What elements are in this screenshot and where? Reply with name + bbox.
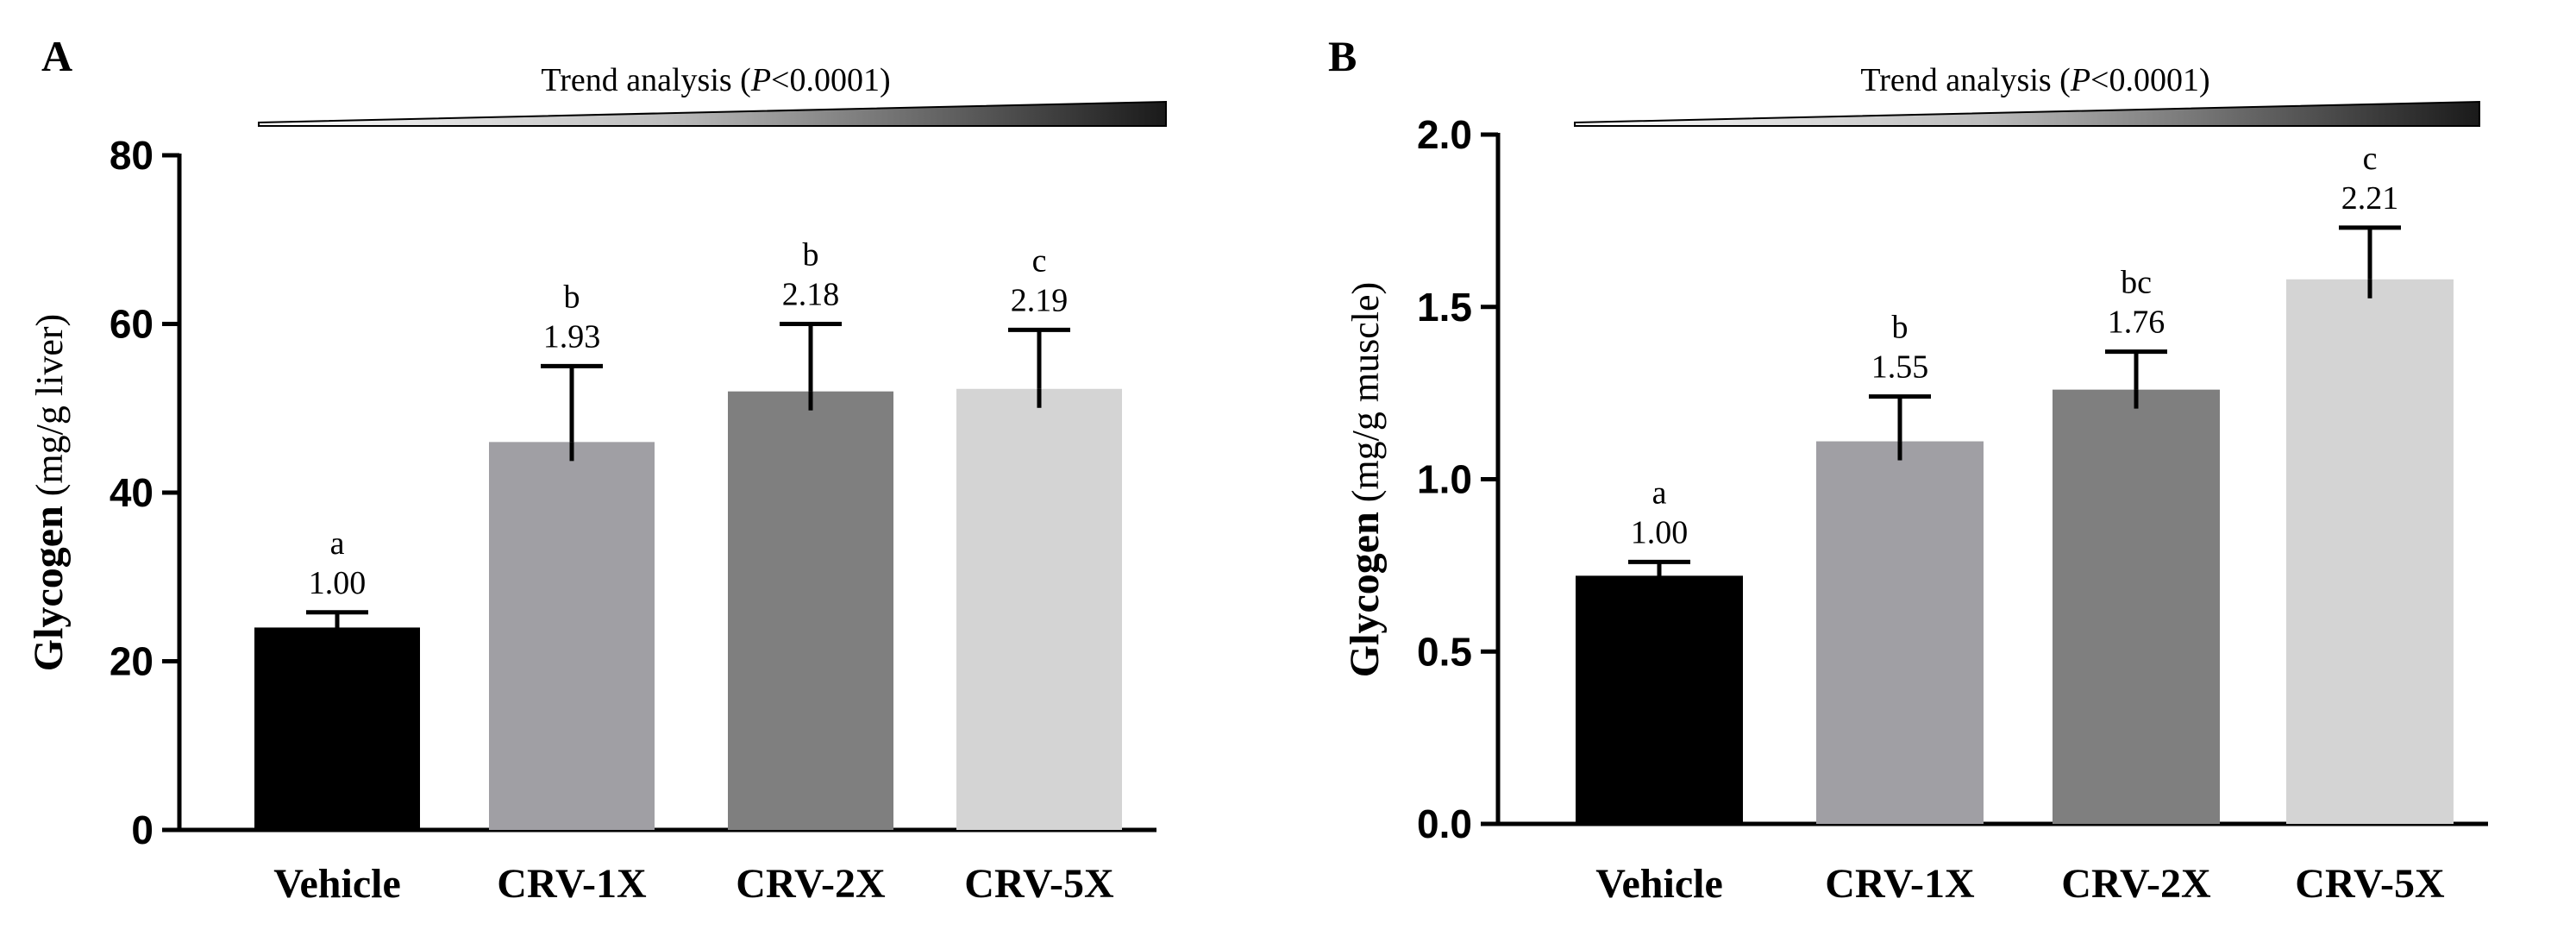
panel-a: A Trend analysis (P<0.0001) 0 20 40 60 80 Glyco… [26,32,1167,907]
significance-letter: b [1892,310,1908,346]
x-tick-label: CRV-2X [2061,861,2211,907]
y-axis-label-quantity: Glycogen [1342,512,1388,677]
bar-crv-2x [728,391,893,830]
significance-letter: a [1652,474,1667,511]
y-axis-label: Glycogen (mg/g muscle) [1342,282,1388,677]
x-tick-label: CRV-1X [1825,861,1975,907]
significance-letter: bc [2121,265,2152,301]
trend-label-p-symbol: P [2070,62,2090,98]
panel-label: B [1328,32,1357,80]
y-axis-label-gap [28,496,71,506]
x-tick-label: CRV-5X [964,861,1114,907]
bar-crv-5x [2286,279,2454,824]
y-tick-label: 40 [110,470,154,515]
significance-letter: c [1032,242,1047,279]
fold-change-label: 2.18 [782,277,840,313]
y-tick-label: 0.0 [1417,801,1472,846]
trend-analysis-label: Trend analysis (P<0.0001) [541,62,890,98]
trend-analysis-label: Trend analysis (P<0.0001) [1860,62,2209,98]
bar-crv-2x [2053,389,2220,824]
y-axis-label-unit: (mg/g muscle) [1344,282,1387,502]
y-tick-label: 1.5 [1417,285,1472,330]
fold-change-label: 2.19 [1011,282,1069,318]
fold-change-label: 1.76 [2108,305,2165,341]
x-tick-label: CRV-1X [497,861,647,907]
trend-label-p-symbol: P [750,62,771,98]
x-tick-label: Vehicle [1595,861,1723,907]
fold-change-label: 2.21 [2341,180,2399,217]
bar-vehicle [1576,575,1743,824]
y-axis-label-unit: (mg/g liver) [28,314,71,496]
y-tick-label: 0 [131,807,154,852]
y-axis-label-gap [1344,502,1387,512]
y-tick-label: 60 [110,302,154,347]
fold-change-label: 1.93 [543,318,601,355]
bar-crv-1x [489,442,655,830]
y-axis-label: Glycogen (mg/g liver) [26,314,72,671]
fold-change-label: 1.00 [1631,514,1689,550]
x-tick-label: Vehicle [273,861,401,907]
significance-letter: c [2363,141,2378,177]
panel-b: B Trend analysis (P<0.0001) 0.0 0.5 1.0 1.5 2.… [1328,32,2488,907]
significance-letter: a [330,525,345,562]
fold-change-label: 1.00 [309,565,367,601]
y-tick-label: 20 [110,639,154,684]
trend-wedge [1574,100,2480,127]
bar-crv-1x [1816,441,1984,824]
y-tick-label: 0.5 [1417,629,1472,674]
significance-letter: b [564,279,580,315]
fold-change-label: 1.55 [1871,349,1929,386]
trend-label-suffix: <0.0001) [2090,62,2210,98]
y-tick-label: 80 [110,133,154,178]
trend-label-prefix: Trend analysis ( [1860,62,2070,98]
trend-label-suffix: <0.0001) [771,62,891,98]
x-tick-label: CRV-5X [2295,861,2445,907]
y-tick-label: 1.0 [1417,457,1472,502]
trend-wedge [258,100,1167,127]
x-tick-label: CRV-2X [736,861,886,907]
trend-label-prefix: Trend analysis ( [541,62,750,98]
bar-crv-5x [956,388,1122,830]
significance-letter: b [803,237,819,273]
panel-label: A [41,32,72,80]
bar-vehicle [254,627,420,830]
y-axis-label-quantity: Glycogen [26,506,72,671]
y-tick-label: 2.0 [1417,112,1472,157]
